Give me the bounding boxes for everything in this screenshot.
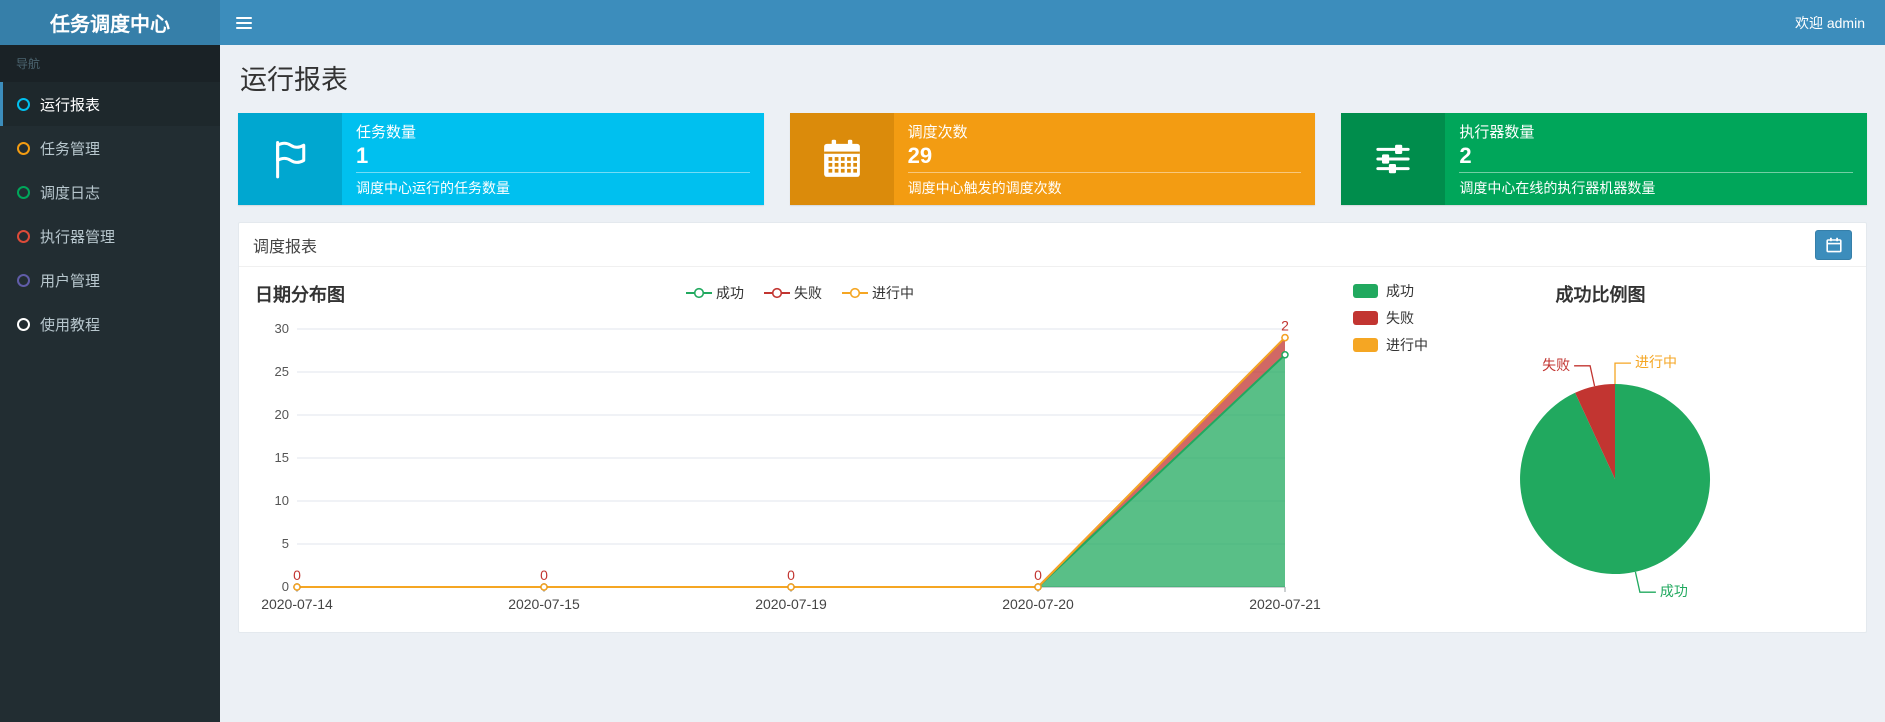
sidebar-item-label: 执行器管理 (40, 228, 116, 246)
calendar-icon (789, 113, 894, 205)
svg-text:0: 0 (282, 579, 289, 594)
stat-title: 任务数量 (356, 124, 417, 141)
stat-footer: 调度中心在线的执行器机器数量 (1459, 172, 1854, 198)
report-panel-header: 调度报表 (239, 223, 1866, 267)
svg-text:5: 5 (282, 536, 289, 551)
line-chart-legend: 成功 失败 进行中 (255, 283, 1345, 303)
svg-text:2020-07-20: 2020-07-20 (1002, 596, 1074, 612)
success-ratio-chart: 成功 失败 进行中 成功比例图 成功 失败 进行中 (1345, 281, 1856, 620)
line-series-icon (842, 287, 868, 299)
report-panel-body: 日期分布图 成功 失败 (239, 267, 1866, 632)
svg-text:进行中: 进行中 (1635, 354, 1677, 370)
svg-text:20: 20 (275, 407, 289, 422)
line-series-icon (764, 287, 790, 299)
svg-text:0: 0 (293, 567, 301, 583)
legend-swatch-icon (1353, 338, 1378, 352)
legend-label: 进行中 (872, 285, 914, 301)
stat-title: 调度次数 (907, 124, 968, 141)
sidebar-item-label: 使用教程 (40, 316, 101, 334)
legend-label: 失败 (794, 285, 822, 301)
sidebar-item[interactable]: 用户管理 (0, 258, 220, 302)
sidebar-item-label: 运行报表 (40, 96, 101, 114)
svg-text:2020-07-21: 2020-07-21 (1249, 596, 1321, 612)
stat-box: 调度次数 29 调度中心触发的调度次数 (789, 113, 1316, 205)
sidebar-item-label: 用户管理 (40, 272, 101, 290)
svg-text:15: 15 (275, 450, 289, 465)
welcome-user-menu[interactable]: 欢迎 admin (1794, 14, 1865, 31)
stat-box: 执行器数量 2 调度中心在线的执行器机器数量 (1341, 113, 1868, 205)
svg-text:30: 30 (275, 321, 289, 336)
pie-chart-title: 成功比例图 (1555, 285, 1646, 305)
circle-icon (17, 229, 30, 243)
flag-icon (238, 113, 342, 205)
legend-swatch-icon (1353, 311, 1378, 325)
circle-icon (17, 273, 30, 287)
svg-text:25: 25 (275, 364, 289, 379)
legend-item[interactable]: 成功 (686, 283, 744, 303)
hamburger-icon (236, 16, 252, 19)
sidebar-item[interactable]: 运行报表 (0, 82, 220, 126)
svg-text:2020-07-19: 2020-07-19 (755, 596, 827, 612)
legend-item[interactable]: 失败 (1353, 308, 1428, 328)
stat-value: 1 (356, 143, 369, 168)
circle-icon (17, 317, 30, 331)
svg-text:0: 0 (787, 567, 795, 583)
svg-text:2: 2 (1281, 318, 1289, 334)
legend-label: 成功 (716, 285, 744, 301)
circle-icon (17, 97, 30, 111)
sidebar-item[interactable]: 调度日志 (0, 170, 220, 214)
stat-footer: 调度中心运行的任务数量 (356, 172, 750, 198)
stat-box-row: 任务数量 1 调度中心运行的任务数量 调度次数 29 调度中心触发的调度次数 执… (238, 113, 1868, 205)
sidebar: 导航 运行报表任务管理调度日志执行器管理用户管理使用教程 (0, 45, 220, 722)
legend-item[interactable]: 失败 (764, 283, 822, 303)
stat-value: 29 (907, 143, 933, 168)
svg-text:成功: 成功 (1660, 583, 1688, 599)
circle-icon (17, 141, 30, 155)
top-header: 任务调度中心 欢迎 admin (0, 0, 1885, 45)
svg-text:10: 10 (275, 493, 289, 508)
svg-text:0: 0 (540, 567, 548, 583)
pie-chart-legend: 成功 失败 进行中 (1353, 281, 1428, 355)
legend-swatch-icon (1353, 284, 1378, 298)
sidebar-menu: 运行报表任务管理调度日志执行器管理用户管理使用教程 (0, 82, 220, 346)
legend-item[interactable]: 进行中 (1353, 335, 1428, 355)
sidebar-item[interactable]: 执行器管理 (0, 214, 220, 258)
pie-chart-canvas: 成功 失败 进行中 (1520, 354, 1711, 599)
stat-value: 2 (1459, 143, 1472, 168)
legend-item[interactable]: 进行中 (842, 283, 914, 303)
stat-box: 任务数量 1 调度中心运行的任务数量 (238, 113, 764, 205)
calendar-icon (1825, 237, 1842, 252)
legend-label: 成功 (1386, 283, 1414, 299)
line-series-icon (686, 287, 712, 299)
svg-text:0: 0 (1034, 567, 1042, 583)
stat-title: 执行器数量 (1459, 124, 1535, 141)
sidebar-item[interactable]: 任务管理 (0, 126, 220, 170)
top-navbar: 欢迎 admin (220, 0, 1885, 45)
date-range-button[interactable] (1815, 229, 1852, 260)
legend-item[interactable]: 成功 (1353, 281, 1428, 301)
main-content: 运行报表 任务数量 1 调度中心运行的任务数量 调度次数 29 调度中心触发的调… (220, 45, 1885, 722)
sidebar-section-label: 导航 (0, 45, 220, 82)
legend-label: 失败 (1386, 310, 1414, 326)
sidebar-item[interactable]: 使用教程 (0, 302, 220, 346)
stat-footer: 调度中心触发的调度次数 (907, 172, 1302, 198)
app-logo[interactable]: 任务调度中心 (0, 0, 220, 45)
line-chart-title: 日期分布图 (255, 285, 345, 305)
panel-title: 调度报表 (253, 238, 318, 256)
legend-label: 进行中 (1386, 337, 1428, 353)
sidebar-item-label: 调度日志 (40, 184, 101, 202)
svg-text:2020-07-14: 2020-07-14 (261, 596, 333, 612)
sliders-icon (1341, 113, 1446, 205)
svg-text:2020-07-15: 2020-07-15 (508, 596, 580, 612)
sidebar-toggle-button[interactable] (220, 0, 268, 45)
page-title: 运行报表 (240, 65, 348, 95)
sidebar-item-label: 任务管理 (40, 140, 101, 158)
report-panel: 调度报表 日期分布图 成功 (238, 222, 1867, 633)
svg-text:失败: 失败 (1542, 357, 1570, 373)
circle-icon (17, 185, 30, 199)
date-distribution-chart: 日期分布图 成功 失败 (255, 281, 1345, 620)
